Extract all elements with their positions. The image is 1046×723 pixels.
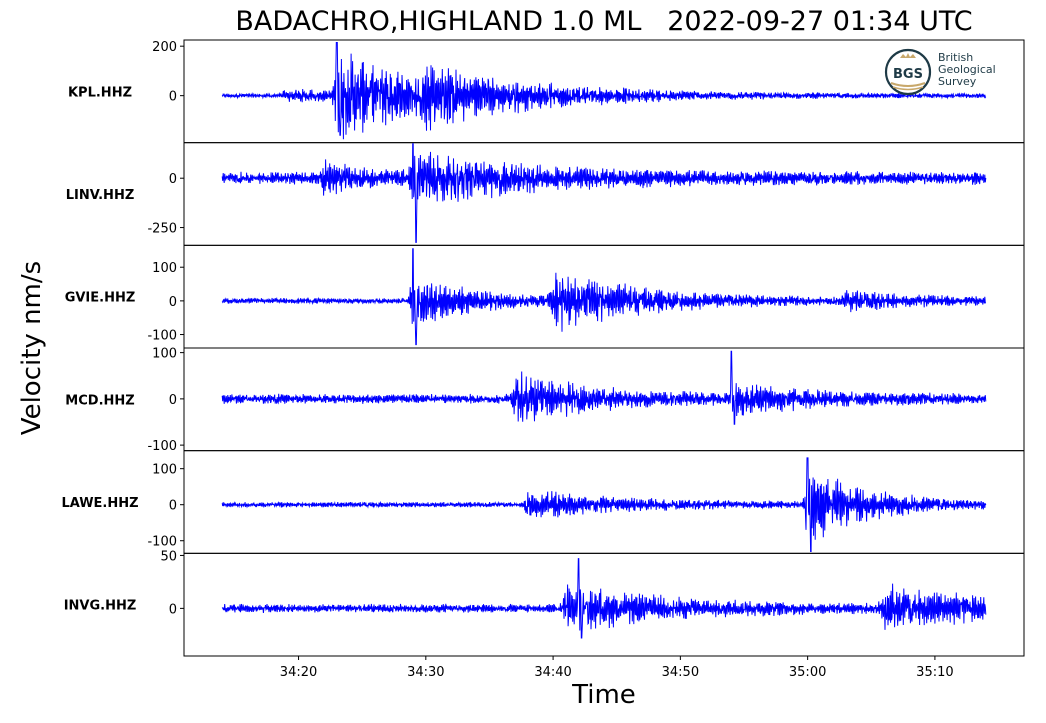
- x-tick-label: 34:40: [534, 665, 571, 680]
- station-label: MCD.HHZ: [65, 393, 134, 408]
- logo-line-geological: Geological: [938, 63, 996, 76]
- panel-frame-invg.hhz: [183, 552, 1025, 657]
- y-tick-label: 0: [169, 499, 177, 514]
- panel-frame-linv.hhz: [183, 142, 1025, 246]
- waveform-gvie.hhz: [221, 248, 987, 346]
- station-label: INVG.HHZ: [64, 599, 137, 614]
- y-tick-label: -250: [147, 222, 177, 237]
- waveform-linv.hhz: [221, 143, 987, 243]
- bgs-logo: BGS: [883, 47, 1013, 97]
- y-tick-label: -100: [147, 535, 177, 550]
- x-tick-label: 34:50: [662, 665, 699, 680]
- y-tick-label: 0: [169, 295, 177, 310]
- station-label: KPL.HHZ: [68, 85, 132, 100]
- x-tick-label: 35:10: [916, 665, 953, 680]
- y-tick-label: 100: [152, 463, 177, 478]
- waveform-mcd.hhz: [221, 350, 987, 425]
- station-label: GVIE.HHZ: [65, 291, 136, 306]
- x-tick-label: 35:00: [789, 665, 826, 680]
- waveform-invg.hhz: [221, 558, 987, 639]
- y-tick-label: 200: [152, 40, 177, 55]
- bgs-mark-text: BGS: [893, 67, 923, 82]
- y-tick-label: 100: [152, 347, 177, 362]
- y-tick-label: 0: [169, 90, 177, 105]
- station-label: LAWE.HHZ: [61, 496, 138, 511]
- y-tick-label: -100: [147, 439, 177, 454]
- y-tick-label: -100: [147, 329, 177, 344]
- y-tick-label: 0: [169, 172, 177, 187]
- logo-line-british: British: [938, 51, 974, 64]
- y-tick-label: 100: [152, 261, 177, 276]
- x-tick-label: 34:20: [280, 665, 317, 680]
- bgs-logo-text: British Geological Survey: [938, 52, 996, 88]
- y-tick-label: 50: [160, 549, 177, 564]
- y-tick-label: 0: [169, 393, 177, 408]
- bgs-crest-icon: BGS: [884, 48, 932, 96]
- x-tick-label: 34:30: [407, 665, 444, 680]
- chart-title: BADACHRO,HIGHLAND 1.0 ML 2022-09-27 01:3…: [235, 6, 973, 37]
- waveform-lawe.hhz: [221, 457, 987, 552]
- panel-frame-gvie.hhz: [183, 244, 1025, 349]
- station-label: LINV.HHZ: [66, 188, 135, 203]
- waveform-kpl.hhz: [221, 42, 987, 140]
- y-tick-label: 0: [169, 602, 177, 617]
- logo-line-survey: Survey: [938, 75, 977, 88]
- x-axis-label: Time: [572, 680, 636, 710]
